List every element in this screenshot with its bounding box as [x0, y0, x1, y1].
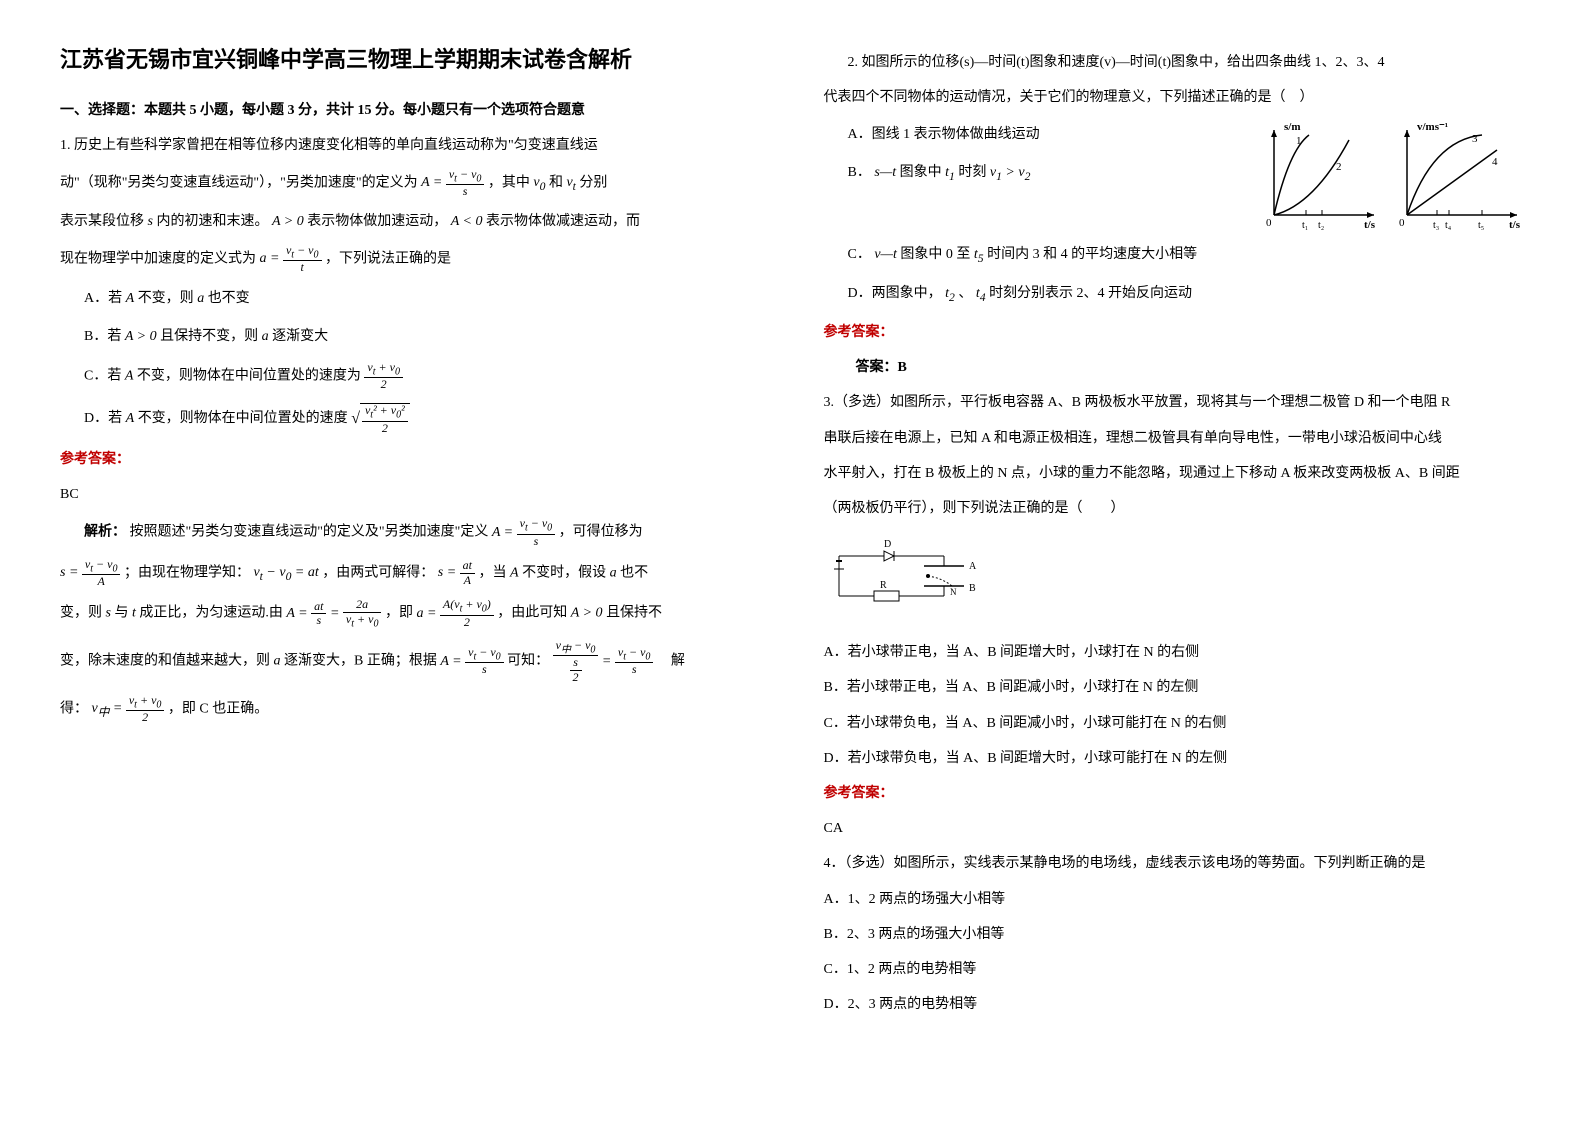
- q3-stem-line1: 3.（多选）如图所示，平行板电容器 A、B 两极板水平放置，现将其与一个理想二极…: [824, 390, 1528, 415]
- q3-answer-label: 参考答案：: [824, 781, 1528, 806]
- q2-answer-label: 参考答案：: [824, 320, 1528, 345]
- q1-stem-line3: 表示某段位移 s 内的初速和末速。 A > 0 表示物体做加速运动， A < 0…: [60, 209, 764, 234]
- svg-text:3: 3: [1472, 133, 1478, 145]
- svg-text:B: B: [969, 583, 976, 594]
- svg-text:v/ms⁻¹: v/ms⁻¹: [1417, 121, 1448, 133]
- q2-option-d: D．两图象中， t2 、 t4 时刻分别表示 2、4 开始反向运动: [848, 281, 1528, 308]
- svg-text:t/s: t/s: [1509, 219, 1521, 230]
- q1-answer-label: 参考答案：: [60, 447, 764, 472]
- q1-explain-line4: 变，除末速度的和值越来越大，则 a 逐渐变大，B 正确；根据 A = vt − …: [60, 639, 764, 684]
- q3-option-c: C．若小球带负电，当 A、B 间距减小时，小球可能打在 N 的右侧: [824, 711, 1528, 736]
- st-chart: s/m t/s 1 2 t₁ t₂ 0: [1254, 120, 1384, 230]
- svg-text:N: N: [950, 587, 957, 597]
- q3-option-b: B．若小球带正电，当 A、B 间距减小时，小球打在 N 的左侧: [824, 675, 1528, 700]
- q1-explain-line2: s = vt − v0A ；由现在物理学知： vt − v0 = at ，由两式…: [60, 558, 764, 589]
- section-header: 一、选择题：本题共 5 小题，每小题 3 分，共计 15 分。每小题只有一个选项…: [60, 98, 764, 123]
- svg-text:R: R: [880, 580, 887, 591]
- q1-stem-line4: 现在物理学中加速度的定义式为 a = vt − v0t ，下列说法正确的是: [60, 244, 764, 275]
- svg-text:t₄: t₄: [1445, 220, 1452, 230]
- q1-stem-line1: 1. 历史上有些科学家曾把在相等位移内速度变化相等的单向直线运动称为"匀变速直线…: [60, 133, 764, 158]
- q4-option-d: D．2、3 两点的电势相等: [824, 992, 1528, 1017]
- q2-charts: s/m t/s 1 2 t₁ t₂ 0 v/ms: [1254, 120, 1528, 230]
- right-column: 2. 如图所示的位移(s)—时间(t)图象和速度(v)—时间(t)图象中，给出四…: [824, 40, 1528, 1027]
- page-title: 江苏省无锡市宜兴铜峰中学高三物理上学期期末试卷含解析: [60, 40, 764, 80]
- svg-text:2: 2: [1336, 161, 1342, 173]
- question-4: 4．（多选）如图所示，实线表示某静电场的电场线，虚线表示该电场的等势面。下列判断…: [824, 851, 1528, 1017]
- svg-text:s/m: s/m: [1284, 121, 1301, 133]
- q1-answer: BC: [60, 482, 764, 507]
- q3-answer: CA: [824, 816, 1528, 841]
- q1-explain-line3: 变，则 s 与 t 成正比，为匀速运动.由 A = ats = 2avt + v…: [60, 598, 764, 629]
- svg-text:0: 0: [1266, 217, 1272, 229]
- q4-option-b: B．2、3 两点的场强大小相等: [824, 922, 1528, 947]
- question-2: 2. 如图所示的位移(s)—时间(t)图象和速度(v)—时间(t)图象中，给出四…: [824, 50, 1528, 380]
- left-column: 江苏省无锡市宜兴铜峰中学高三物理上学期期末试卷含解析 一、选择题：本题共 5 小…: [60, 40, 764, 1027]
- vt-chart: v/ms⁻¹ t/s 3 4 t₃ t₄ t₅ 0: [1387, 120, 1527, 230]
- svg-text:t₂: t₂: [1318, 220, 1324, 230]
- svg-text:t/s: t/s: [1364, 219, 1376, 230]
- q2-stem-line2: 代表四个不同物体的运动情况，关于它们的物理意义，下列描述正确的是（ ）: [824, 85, 1528, 110]
- formula-a-def: a = vt − v0t: [260, 251, 322, 266]
- q1-stem-line2: 动"（现称"另类匀变速直线运动"），"另类加速度"的定义为 A = vt − v…: [60, 168, 764, 199]
- q4-option-c: C．1、2 两点的电势相等: [824, 957, 1528, 982]
- q3-stem-line3: 水平射入，打在 B 极板上的 N 点，小球的重力不能忽略，现通过上下移动 A 板…: [824, 461, 1528, 486]
- q1-explain: 解析： 按照题述"另类匀变速直线运动"的定义及"另类加速度"定义 A = vt …: [84, 517, 764, 548]
- q3-circuit-diagram: D A B N R: [824, 531, 1528, 630]
- q1-explain-line5: 得： v中 = vt + v02 ，即 C 也正确。: [60, 694, 764, 725]
- q4-stem: 4．（多选）如图所示，实线表示某静电场的电场线，虚线表示该电场的等势面。下列判断…: [824, 851, 1528, 876]
- question-1: 1. 历史上有些科学家曾把在相等位移内速度变化相等的单向直线运动称为"匀变速直线…: [60, 133, 764, 725]
- formula-A-def: A = vt − v0s: [421, 175, 484, 190]
- q3-option-a: A．若小球带正电，当 A、B 间距增大时，小球打在 N 的右侧: [824, 640, 1528, 665]
- svg-text:D: D: [884, 539, 891, 550]
- q1-option-b: B．若 A > 0 且保持不变，则 a 逐渐变大: [84, 324, 764, 349]
- q4-option-a: A．1、2 两点的场强大小相等: [824, 887, 1528, 912]
- svg-text:t₃: t₃: [1433, 220, 1439, 230]
- q3-stem-line2: 串联后接在电源上，已知 A 和电源正极相连，理想二极管具有单向导电性，一带电小球…: [824, 426, 1528, 451]
- svg-text:4: 4: [1492, 156, 1498, 168]
- q2-option-c: C． v—t 图象中 0 至 t5 时间内 3 和 4 的平均速度大小相等: [848, 242, 1528, 269]
- svg-text:t₁: t₁: [1302, 220, 1308, 230]
- q1-option-d: D．若 A 不变，则物体在中间位置处的速度 vt² + v0²2: [84, 403, 764, 435]
- q3-stem-line4: （两极板仍平行），则下列说法正确的是（ ）: [824, 496, 1528, 521]
- svg-text:t₅: t₅: [1478, 220, 1484, 230]
- q1-option-c: C．若 A 不变，则物体在中间位置处的速度为 vt + v02: [84, 361, 764, 392]
- q3-option-d: D．若小球带负电，当 A、B 间距增大时，小球可能打在 N 的左侧: [824, 746, 1528, 771]
- q1-option-a: A．若 A 不变，则 a 也不变: [84, 286, 764, 311]
- svg-text:0: 0: [1399, 217, 1405, 229]
- question-3: 3.（多选）如图所示，平行板电容器 A、B 两极板水平放置，现将其与一个理想二极…: [824, 390, 1528, 841]
- q2-stem-line1: 2. 如图所示的位移(s)—时间(t)图象和速度(v)—时间(t)图象中，给出四…: [824, 50, 1528, 75]
- q2-answer: 答案：B: [856, 355, 1528, 380]
- svg-text:1: 1: [1296, 135, 1302, 147]
- svg-text:A: A: [969, 561, 977, 572]
